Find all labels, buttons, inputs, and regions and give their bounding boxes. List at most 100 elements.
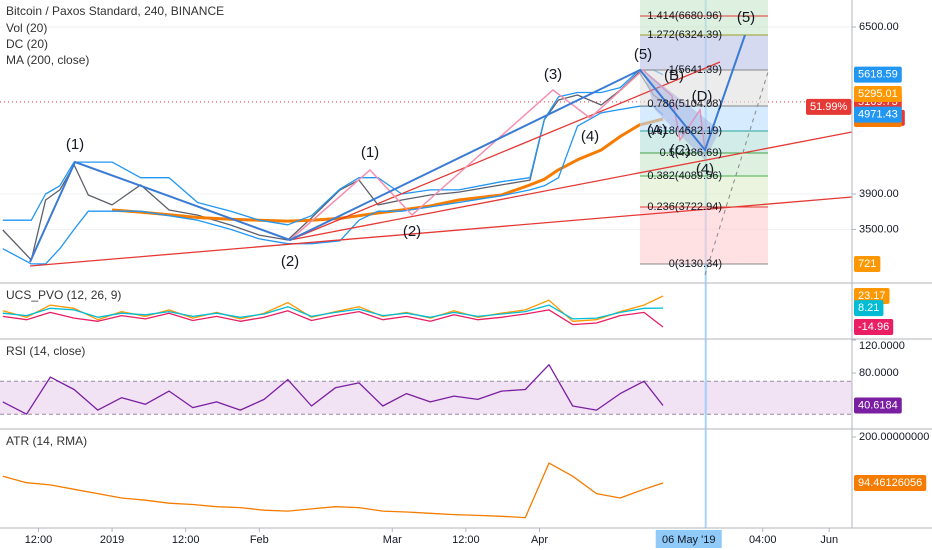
rsi-band [0,381,852,415]
fib-zone [640,0,768,35]
price-tag: 23.17 [854,287,890,304]
pane-title: Bitcoin / Paxos Standard, 240, BINANCE [6,4,224,18]
price-tag-label: 40.6184 [858,399,898,411]
price-tag-bg [854,287,890,304]
pattern-shape [643,70,720,160]
price-tag: -14.96 [854,318,894,335]
fib-label: 1.272(6324.39) [647,29,722,41]
price-tag-bg [854,397,902,414]
price-tag-bg [854,474,927,491]
price-tag-bg [854,256,881,272]
y-tick-label: 80.0000 [859,367,899,379]
price-tag-bg [854,318,894,335]
x-tick-label: 12:00 [452,534,480,546]
price-tag-bg [854,300,884,317]
price-tag-label: 94.46126056 [858,477,922,489]
price-tag: 51.99% [806,98,852,115]
x-tick-label: Jun [820,534,838,546]
wave-label: (2) [403,223,421,240]
cursor-label-bg [655,530,722,548]
wave-label: (D) [692,88,713,105]
drawings: (1) (2) (4) (5) (1) (2) (3) (4) (5) (A) … [29,0,853,276]
fib-lines [640,15,768,265]
price-tag-label: 23.17 [858,290,886,302]
wave-label: (C) [670,142,691,159]
x-tick-label: 2019 [100,534,124,546]
pane-title: UCS_PVO (12, 26, 9) [6,288,121,302]
series-line [2,71,664,261]
x-tick-label: Mar [383,534,402,546]
y-tick-label: 6500.00 [859,21,899,33]
wave-label: (2) [281,253,299,270]
fib-label: 0.618(4682.19) [647,125,722,137]
series-line [2,304,664,320]
fib-zone [640,207,768,264]
wave-label: (1) [66,136,84,153]
pane-title: RSI (14, close) [6,344,85,358]
price-tag-label: 8.21 [858,302,879,314]
y-tick-label: 3500.00 [859,223,899,235]
indicator-label: Vol (20) [6,21,47,35]
wave-count-line [289,68,706,241]
indicator-label: DC (20) [6,37,48,51]
x-tick-label: Apr [531,534,548,546]
y-tick-label: 120.0000 [859,340,905,352]
series-line [111,117,664,223]
price-tag-label: 5295.01 [858,88,898,100]
price-tag-label: 5618.59 [858,69,898,81]
x-tick-label: 12:00 [25,534,53,546]
pane-title: ATR (14, RMA) [6,434,87,448]
wave-label: (A) [647,122,667,139]
series-line [2,105,664,265]
data-layer [0,0,852,528]
trend-line [289,131,853,241]
price-tag: 5295.01 [854,86,902,103]
fib-label: 1(5641.39) [669,64,722,76]
wave-label: (4) [696,161,714,178]
y-tick-label: 3900.00 [859,188,899,200]
price-tag-bg [854,66,902,83]
price-tag-bg [854,86,902,103]
fib-label: 1.414(6680.96) [647,10,722,22]
wave-label: (4) [581,128,599,145]
series-line [2,309,664,328]
wave-label: (3) [544,66,562,83]
fib-label: 0.382(4089.56) [647,170,722,182]
wave-count-line [29,34,746,263]
cursor-label: 06 May '19 [655,530,722,548]
y-tick-label: 200.00000000 [859,431,929,443]
fib-label: 0(3130.34) [669,258,722,270]
price-tag-bg [806,98,852,115]
price-tag: 40.6184 [854,397,902,414]
projection-line [704,71,769,276]
fib-zone [640,153,768,176]
fib-label: 0.236(3722.94) [647,201,722,213]
x-tick-label: 12:00 [172,534,200,546]
price-tag: 94.46126056 [854,474,927,491]
series-line [2,364,664,415]
fib-zone [640,176,768,207]
series-line [2,69,664,226]
price-tag: 721 [854,256,881,272]
price-tag: 8.21 [854,300,884,317]
trend-line [289,61,721,241]
fib-zone [640,35,768,70]
price-tag-label: 51.99% [810,101,848,113]
price-tag-label: -14.96 [858,321,889,333]
price-tag-label: 4971.43 [858,109,898,121]
trend-line [29,196,853,267]
fib-zone [640,106,768,131]
indicator-label: MA (200, close) [6,53,89,67]
wave-label: (5) [737,9,755,26]
series-line [2,462,664,519]
wave-label: (5) [634,46,652,63]
fib-label: 0.786(5104.08) [647,98,722,110]
fib-zone [640,70,768,106]
price-tag-label: 721 [858,258,876,270]
wave-label: (B) [664,67,684,84]
x-tick-label: 04:00 [749,534,777,546]
cursor-label-text: 06 May '19 [662,534,715,546]
price-tag-bg [854,106,902,123]
x-tick-label: Feb [250,534,269,546]
